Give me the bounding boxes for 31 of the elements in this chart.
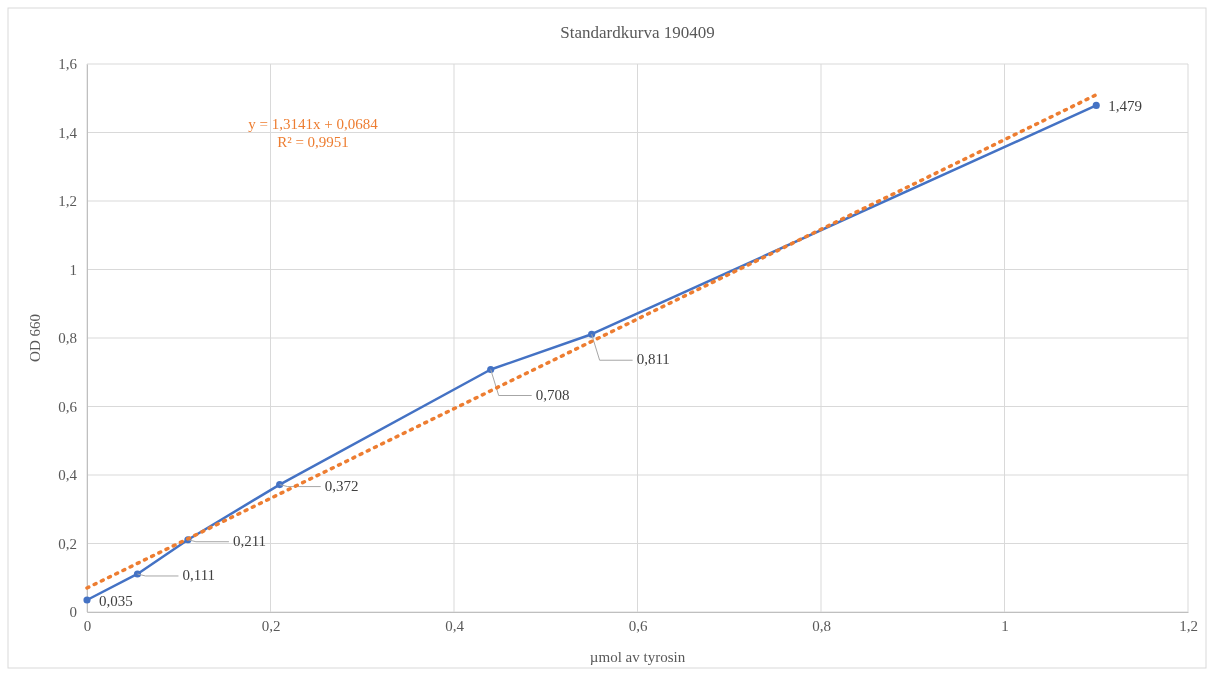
data-label: 0,035 <box>99 593 133 610</box>
data-label: 0,211 <box>232 532 267 549</box>
x-tick-label: 0,8 <box>812 617 831 634</box>
annotation: y = 1,3141x + 0,0684 <box>248 116 379 132</box>
point <box>487 365 495 374</box>
point <box>1092 101 1100 109</box>
y-tick-label: 0,2 <box>58 535 77 552</box>
data-label: 0,111 <box>182 566 216 583</box>
x-axis-title: µmol av tyrosin <box>589 649 686 665</box>
y-tick-label: 0,4 <box>58 467 78 484</box>
y-tick-label: 1,6 <box>58 56 78 73</box>
data-label: 0,811 <box>636 351 670 368</box>
x-tick-label: 1,2 <box>1179 617 1198 634</box>
x-tick-label: 0 <box>83 617 92 634</box>
x-tick-label: 0,4 <box>445 617 465 634</box>
annotation: R² = 0,9951 <box>277 134 349 150</box>
point <box>83 596 91 604</box>
data-label: 0,372 <box>324 477 359 494</box>
data-label: 1,479 <box>1108 98 1142 115</box>
y-axis-title: OD 660 <box>27 314 43 362</box>
y-tick-label: 0 <box>69 604 77 621</box>
y-tick-label: 1,2 <box>58 193 77 210</box>
y-tick-label: 0,6 <box>58 398 78 415</box>
x-tick-label: 0,2 <box>261 617 281 634</box>
data-label: 0,708 <box>535 386 570 403</box>
x-tick-label: 1 <box>1001 617 1009 634</box>
y-tick-label: 0,8 <box>58 330 77 347</box>
chart-title: Standardkurva 190409 <box>560 23 715 42</box>
x-tick-label: 0,6 <box>628 617 648 634</box>
y-tick-label: 1,4 <box>58 124 78 141</box>
y-tick-label: 1 <box>69 261 77 278</box>
